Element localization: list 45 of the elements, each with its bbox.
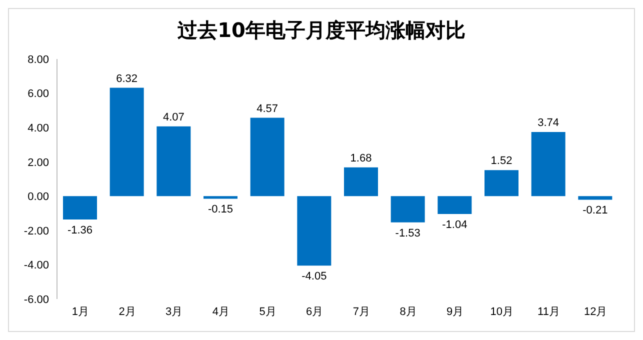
- bar: [63, 196, 97, 220]
- y-tick-label: 2.00: [28, 156, 49, 169]
- x-tick-label: 1月: [72, 306, 89, 318]
- bar: [344, 167, 378, 196]
- y-tick-label: 8.00: [28, 54, 49, 66]
- x-tick-label: 4月: [212, 306, 230, 318]
- y-tick-label: -2.00: [24, 225, 49, 238]
- data-label: 1.68: [350, 152, 372, 164]
- x-tick-label: 5月: [259, 306, 276, 318]
- x-tick-label: 8月: [400, 306, 417, 318]
- data-label: -1.53: [395, 227, 420, 240]
- data-label: -1.04: [442, 218, 468, 231]
- x-tick-label: 7月: [352, 306, 370, 318]
- bar: [204, 196, 238, 199]
- bar: [390, 196, 425, 222]
- bar: [110, 88, 144, 196]
- bar: [438, 196, 472, 214]
- data-label: 4.07: [162, 111, 184, 124]
- x-tick-label: 2月: [118, 306, 136, 318]
- x-tick-label: 6月: [306, 306, 324, 318]
- data-label: -0.21: [582, 204, 608, 217]
- y-tick-label: 0.00: [28, 191, 49, 204]
- data-label: 1.52: [490, 155, 512, 168]
- y-tick-label: -4.00: [24, 260, 49, 272]
- bar: [531, 132, 566, 196]
- data-label: 3.74: [538, 117, 560, 130]
- bar: [578, 196, 612, 200]
- x-tick-label: 9月: [446, 306, 464, 318]
- data-label: -4.05: [302, 270, 327, 283]
- data-label: 4.57: [256, 102, 278, 115]
- x-tick-label: 12月: [584, 306, 608, 318]
- bar: [156, 126, 191, 196]
- bar: [297, 196, 332, 266]
- bar: [484, 170, 518, 196]
- x-tick-label: 11月: [538, 306, 560, 318]
- y-tick-label: 4.00: [28, 122, 49, 134]
- x-tick-label: 10月: [490, 306, 514, 318]
- y-tick-label: -6.00: [24, 294, 49, 306]
- chart-title: 过去10年电子月度平均涨幅对比: [176, 17, 466, 44]
- data-label: 6.32: [116, 72, 138, 85]
- data-label: -0.15: [208, 204, 234, 216]
- y-tick-label: 6.00: [28, 88, 49, 100]
- bar: [250, 118, 284, 196]
- x-tick-label: 3月: [166, 306, 183, 318]
- data-label: -1.36: [67, 224, 93, 236]
